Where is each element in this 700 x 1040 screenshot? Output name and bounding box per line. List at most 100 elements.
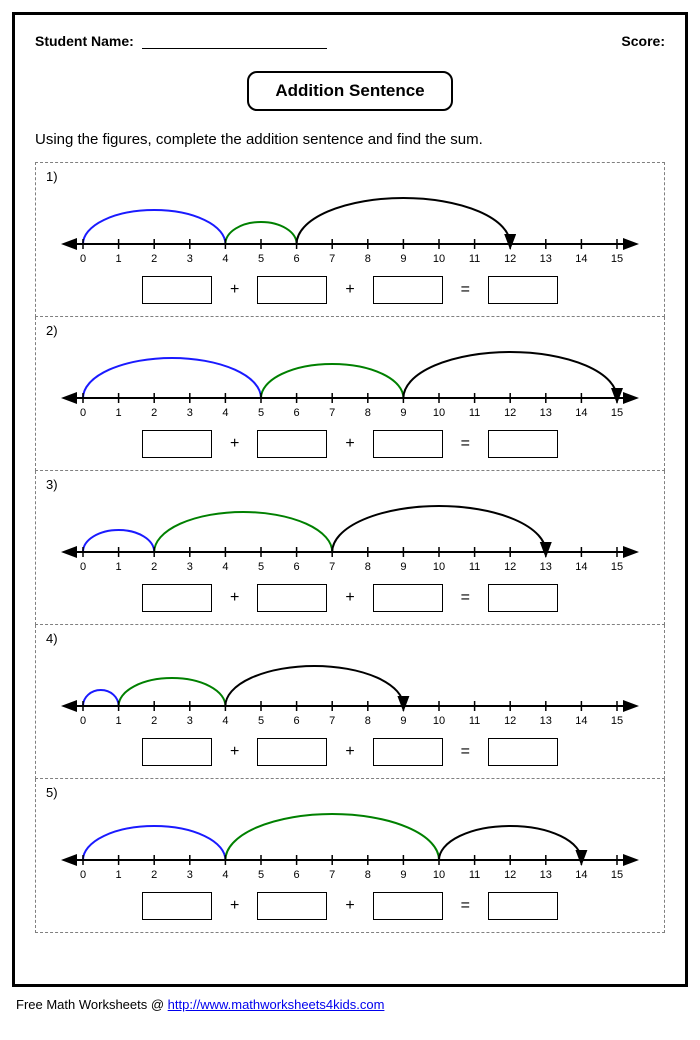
- name-blank-line[interactable]: [142, 48, 327, 49]
- problem-number: 5): [46, 785, 654, 800]
- answer-box[interactable]: [488, 738, 558, 766]
- answer-box[interactable]: [373, 584, 443, 612]
- tick-label: 4: [222, 715, 228, 727]
- tick-label: 0: [80, 407, 86, 419]
- tick-label: 1: [116, 869, 122, 881]
- answer-row: ++=: [46, 584, 654, 612]
- problem: 4)0123456789101112131415++=: [35, 625, 665, 779]
- equals-operator: =: [461, 435, 470, 453]
- tick-label: 1: [116, 253, 122, 265]
- problem: 1)0123456789101112131415++=: [35, 162, 665, 317]
- tick-label: 5: [258, 253, 264, 265]
- tick-label: 8: [365, 715, 371, 727]
- plus-operator: +: [230, 743, 239, 761]
- answer-box[interactable]: [142, 430, 212, 458]
- tick-label: 5: [258, 869, 264, 881]
- answer-row: ++=: [46, 738, 654, 766]
- tick-label: 2: [151, 869, 157, 881]
- tick-label: 4: [222, 869, 228, 881]
- tick-label: 5: [258, 715, 264, 727]
- footer-prefix: Free Math Worksheets @: [16, 997, 168, 1012]
- answer-box[interactable]: [257, 892, 327, 920]
- number-line: 0123456789101112131415: [55, 494, 645, 574]
- answer-box[interactable]: [373, 738, 443, 766]
- tick-label: 13: [540, 715, 552, 727]
- answer-box[interactable]: [373, 430, 443, 458]
- problem-number: 3): [46, 477, 654, 492]
- tick-label: 2: [151, 715, 157, 727]
- answer-row: ++=: [46, 892, 654, 920]
- answer-box[interactable]: [257, 584, 327, 612]
- answer-box[interactable]: [142, 584, 212, 612]
- number-line: 0123456789101112131415: [55, 802, 645, 882]
- problems-container: 1)0123456789101112131415++=2)01234567891…: [35, 162, 665, 933]
- tick-label: 2: [151, 253, 157, 265]
- tick-label: 14: [575, 253, 587, 265]
- tick-label: 8: [365, 253, 371, 265]
- tick-label: 3: [187, 407, 193, 419]
- answer-box[interactable]: [142, 892, 212, 920]
- plus-operator: +: [230, 589, 239, 607]
- tick-label: 10: [433, 561, 445, 573]
- tick-label: 13: [540, 561, 552, 573]
- plus-operator: +: [230, 435, 239, 453]
- answer-box[interactable]: [257, 276, 327, 304]
- plus-operator: +: [230, 281, 239, 299]
- number-line: 0123456789101112131415: [55, 186, 645, 266]
- worksheet-frame: Student Name: Score: Addition Sentence U…: [12, 12, 688, 987]
- jump-arc: [261, 364, 403, 398]
- tick-label: 2: [151, 407, 157, 419]
- jump-arc: [154, 512, 332, 552]
- footer-link[interactable]: http://www.mathworksheets4kids.com: [168, 997, 385, 1012]
- answer-box[interactable]: [373, 276, 443, 304]
- tick-label: 3: [187, 869, 193, 881]
- answer-row: ++=: [46, 430, 654, 458]
- answer-box[interactable]: [257, 430, 327, 458]
- tick-label: 11: [469, 253, 480, 265]
- tick-label: 15: [611, 715, 623, 727]
- tick-label: 3: [187, 253, 193, 265]
- tick-label: 3: [187, 561, 193, 573]
- answer-box[interactable]: [142, 738, 212, 766]
- tick-label: 11: [469, 715, 480, 727]
- plus-operator: +: [345, 743, 354, 761]
- tick-label: 12: [504, 561, 516, 573]
- tick-label: 6: [294, 561, 300, 573]
- answer-box[interactable]: [488, 584, 558, 612]
- tick-label: 1: [116, 715, 122, 727]
- plus-operator: +: [230, 897, 239, 915]
- header-row: Student Name: Score:: [35, 33, 665, 49]
- tick-label: 11: [469, 561, 480, 573]
- answer-box[interactable]: [142, 276, 212, 304]
- answer-box[interactable]: [257, 738, 327, 766]
- tick-label: 14: [575, 561, 587, 573]
- tick-label: 9: [400, 407, 406, 419]
- tick-label: 10: [433, 869, 445, 881]
- tick-label: 0: [80, 715, 86, 727]
- number-line: 0123456789101112131415: [55, 340, 645, 420]
- tick-label: 14: [575, 407, 587, 419]
- tick-label: 12: [504, 253, 516, 265]
- tick-label: 10: [433, 715, 445, 727]
- tick-label: 2: [151, 561, 157, 573]
- problem-number: 2): [46, 323, 654, 338]
- tick-label: 4: [222, 561, 228, 573]
- answer-row: ++=: [46, 276, 654, 304]
- tick-label: 7: [329, 407, 335, 419]
- tick-label: 10: [433, 407, 445, 419]
- tick-label: 15: [611, 869, 623, 881]
- score-label: Score:: [621, 33, 665, 49]
- equals-operator: =: [461, 281, 470, 299]
- tick-label: 7: [329, 869, 335, 881]
- tick-label: 14: [575, 715, 587, 727]
- problem-number: 4): [46, 631, 654, 646]
- instruction-text: Using the figures, complete the addition…: [35, 131, 665, 148]
- problem-number: 1): [46, 169, 654, 184]
- answer-box[interactable]: [488, 430, 558, 458]
- answer-box[interactable]: [488, 276, 558, 304]
- answer-box[interactable]: [488, 892, 558, 920]
- plus-operator: +: [345, 589, 354, 607]
- problem: 3)0123456789101112131415++=: [35, 471, 665, 625]
- tick-label: 13: [540, 253, 552, 265]
- answer-box[interactable]: [373, 892, 443, 920]
